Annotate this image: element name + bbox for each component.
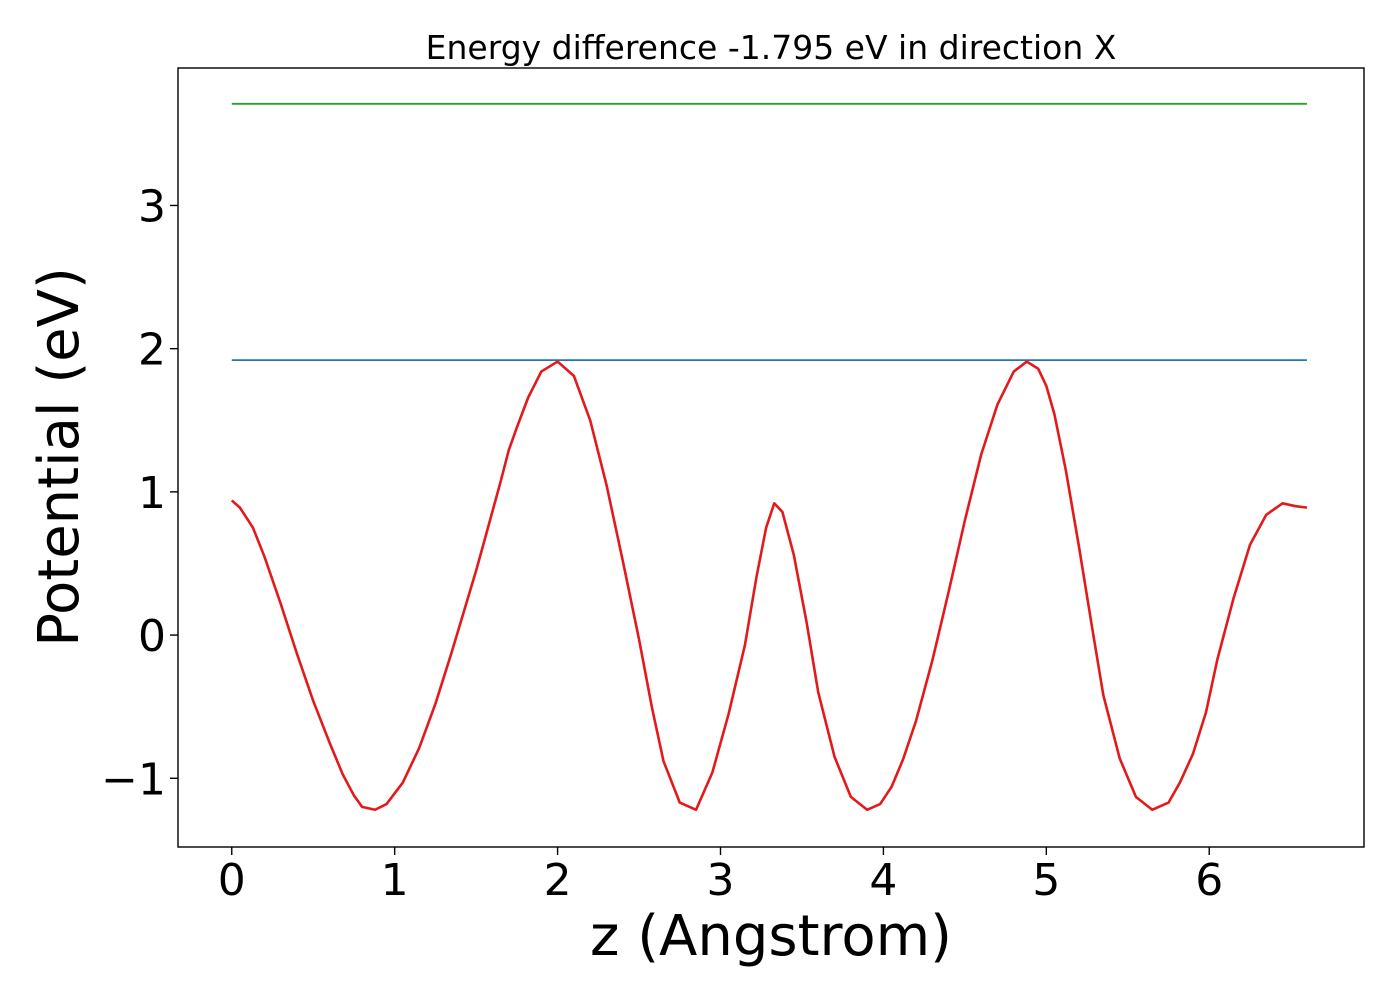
axis-ticks: 0 1 2 3 4 5 6 −1 0 1 2 3: [101, 181, 1223, 906]
plot-area: [230, 102, 1308, 812]
x-tick-label: 0: [218, 855, 246, 906]
series-line-red: [230, 360, 1308, 812]
y-tick-label: 2: [138, 325, 166, 376]
y-axis-label: Potential (eV): [27, 267, 92, 647]
chart-title: Energy difference -1.795 eV in direction…: [426, 28, 1117, 67]
y-tick-label: −1: [101, 754, 166, 805]
plot-frame: [177, 67, 1365, 848]
x-tick-label: 1: [381, 855, 409, 906]
x-axis-label: z (Angstrom): [590, 904, 952, 969]
y-tick-label: 0: [138, 611, 166, 662]
x-tick-label: 6: [1195, 855, 1223, 906]
x-tick-label: 4: [869, 855, 897, 906]
x-tick-label: 3: [706, 855, 734, 906]
y-tick-label: 1: [138, 468, 166, 519]
y-tick-label: 3: [138, 181, 166, 232]
x-tick-label: 5: [1032, 855, 1060, 906]
x-tick-label: 2: [544, 855, 572, 906]
